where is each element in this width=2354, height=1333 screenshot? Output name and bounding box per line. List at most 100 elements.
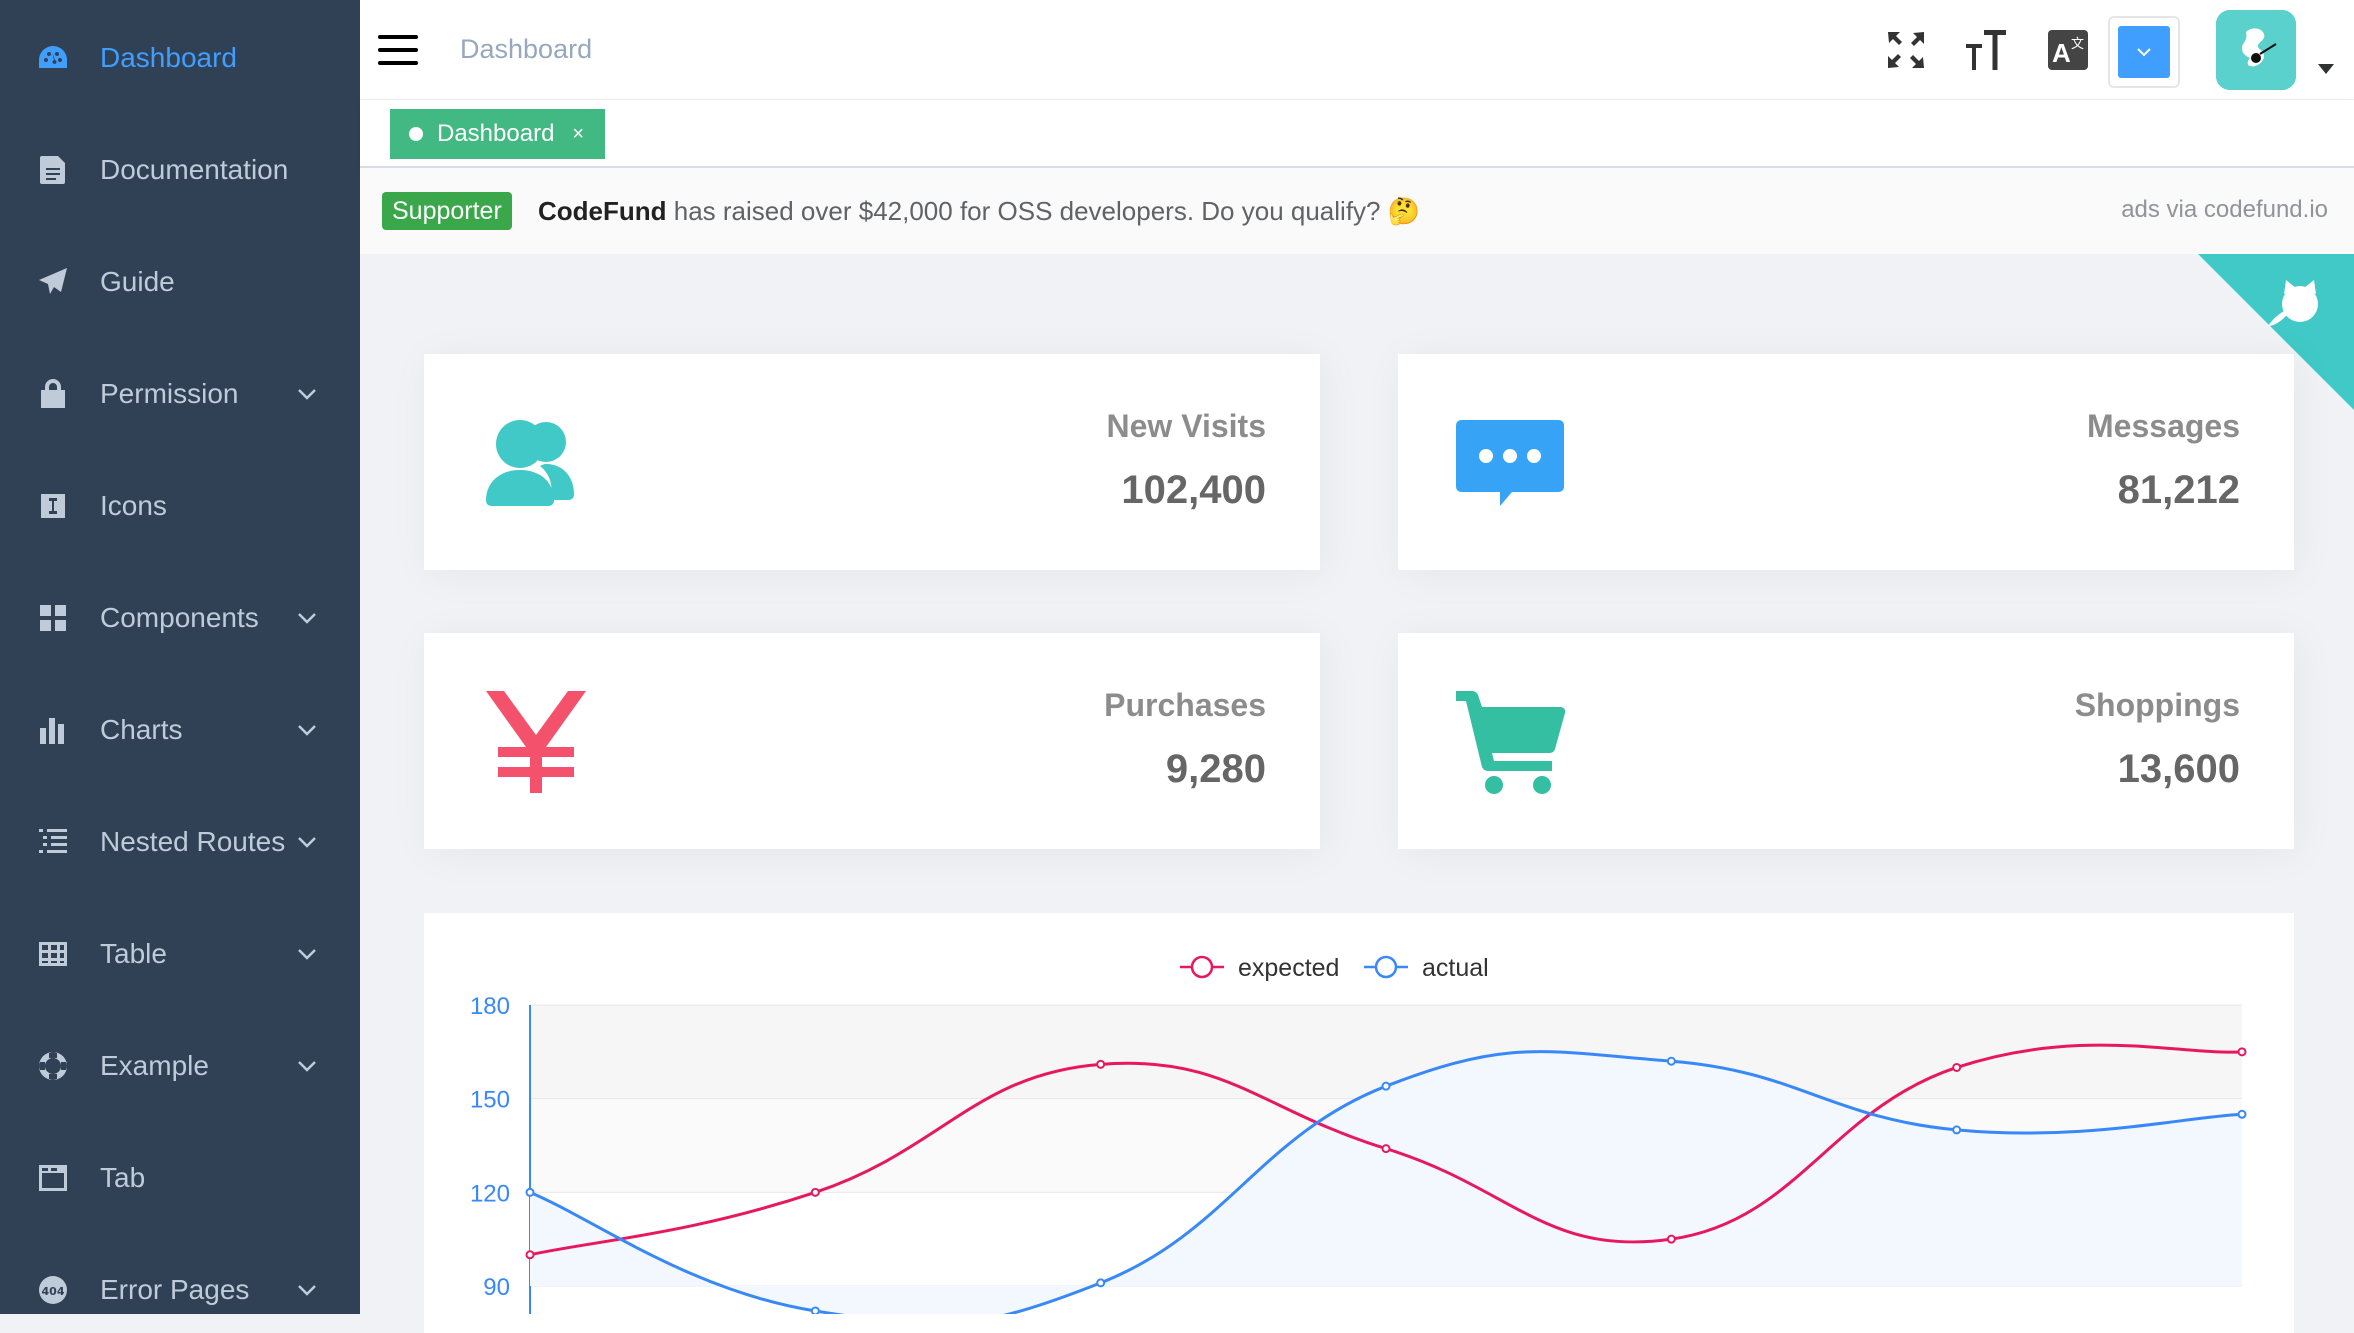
tag-active-dot (409, 127, 423, 141)
sidebar-item-label: Dashboard (100, 42, 237, 73)
size-icon (1966, 30, 2006, 70)
data-point-actual (1381, 1081, 1391, 1091)
panel-purchases[interactable]: Purchases 9,280 (424, 633, 1320, 849)
chevron-down-icon (296, 719, 318, 741)
sidebar-item-documentation[interactable]: Documentation (0, 114, 360, 226)
panel-shoppings[interactable]: Shoppings 13,600 (1398, 633, 2294, 849)
legend-label-actual: actual (1422, 954, 1489, 982)
legend-label-expected: expected (1238, 954, 1339, 982)
sidebar-item-label: Icons (100, 490, 167, 521)
theme-swatch (2118, 26, 2170, 78)
fullscreen-icon (1888, 32, 1924, 68)
sidebar-item-error-pages[interactable]: 404 Error Pages (0, 1234, 360, 1314)
language-icon: A 文 (2048, 30, 2088, 70)
ad-text[interactable]: CodeFund has raised over $42,000 for OSS… (538, 196, 1420, 227)
data-point-actual (1666, 1056, 1676, 1066)
ad-banner: Supporter CodeFund has raised over $42,0… (360, 168, 2354, 254)
sidebar-item-label: Components (100, 602, 259, 633)
sidebar-item-example[interactable]: Example (0, 1010, 360, 1122)
svg-text:404: 404 (42, 1285, 65, 1298)
dashboard-icon (36, 41, 70, 75)
sidebar-item-nested-routes[interactable]: Nested Routes (0, 786, 360, 898)
line-chart: 90 120 150 180 expected actual (470, 954, 2247, 1314)
theme-picker[interactable] (2108, 16, 2180, 88)
supporter-badge[interactable]: Supporter (382, 192, 512, 230)
sidebar-item-tab[interactable]: Tab (0, 1122, 360, 1234)
sidebar-item-label: Nested Routes (100, 826, 286, 857)
sidebar-item-label: Documentation (100, 154, 289, 185)
y-tick-label: 180 (470, 993, 510, 1020)
sidebar: Dashboard Documentation Guide Permission Ico… (0, 0, 360, 1314)
panel-value: 102,400 (1121, 468, 1266, 512)
example-icon (36, 1049, 70, 1083)
panel-title: Shoppings (2074, 687, 2240, 723)
data-point-expected (525, 1250, 535, 1260)
chevron-down-icon (296, 1055, 318, 1077)
sidebar-item-label: Table (100, 938, 167, 969)
chevron-down-icon (296, 831, 318, 853)
avatar[interactable] (2216, 10, 2296, 90)
tags-view: Dashboard × (360, 100, 2354, 168)
icon-icon (36, 489, 70, 523)
sidebar-item-guide[interactable]: Guide (0, 226, 360, 338)
svg-text:文: 文 (2071, 37, 2084, 52)
panel-messages[interactable]: Messages 81,212 (1398, 354, 2294, 570)
component-icon (36, 601, 70, 635)
size-select-button[interactable] (1960, 24, 2012, 76)
data-point-actual (1952, 1125, 1962, 1135)
sidebar-item-table[interactable]: Table (0, 898, 360, 1010)
shopping-icon (1454, 685, 1566, 797)
line-chart-card: 90 120 150 180 expected actual (424, 913, 2294, 1333)
series-area-actual (530, 1051, 2242, 1314)
data-point-actual (2237, 1109, 2247, 1119)
message-icon (1454, 406, 1566, 518)
navbar: Dashboard A 文 (360, 0, 2354, 100)
panel-new-visits[interactable]: New Visits 102,400 (424, 354, 1320, 570)
sidebar-item-label: Tab (100, 1162, 146, 1193)
sidebar-item-components[interactable]: Components (0, 562, 360, 674)
chevron-down-icon (296, 943, 318, 965)
sidebar-item-label: Example (100, 1050, 209, 1081)
language-select-button[interactable]: A 文 (2042, 24, 2094, 76)
sidebar-item-label: Error Pages (100, 1274, 250, 1305)
chevron-down-icon (296, 1279, 318, 1301)
legend-marker-actual (1374, 955, 1398, 979)
fullscreen-button[interactable] (1880, 24, 1932, 76)
tag-dashboard[interactable]: Dashboard × (390, 109, 606, 159)
github-corner-icon[interactable] (2198, 254, 2354, 410)
sidebar-item-icons[interactable]: Icons (0, 450, 360, 562)
avatar-image (2216, 10, 2296, 90)
panel-value: 13,600 (2117, 747, 2240, 791)
chevron-down-icon (296, 383, 318, 405)
sidebar-item-label: Guide (100, 266, 175, 297)
y-tick-label: 120 (470, 1180, 510, 1207)
sidebar-item-label: Permission (100, 378, 239, 409)
chevron-down-icon (296, 607, 318, 629)
breadcrumb[interactable]: Dashboard (460, 34, 593, 64)
nested-icon (36, 825, 70, 859)
data-point-actual (525, 1187, 535, 1197)
y-tick-label: 150 (470, 1087, 510, 1114)
data-point-expected (1096, 1059, 1106, 1069)
sidebar-item-permission[interactable]: Permission (0, 338, 360, 450)
data-point-expected (1381, 1144, 1391, 1154)
panel-title: Purchases (1104, 687, 1266, 723)
avatar-dropdown-caret[interactable] (2318, 64, 2334, 74)
y-tick-label: 90 (483, 1274, 510, 1301)
chevron-down-icon (2137, 48, 2151, 57)
documentation-icon (36, 153, 70, 187)
ad-via-link[interactable]: ads via codefund.io (2121, 196, 2328, 223)
sidebar-item-dashboard[interactable]: Dashboard (0, 2, 360, 114)
data-point-actual (810, 1306, 820, 1314)
sidebar-item-label: Charts (100, 714, 183, 745)
lock-icon (36, 377, 70, 411)
tag-close-icon[interactable]: × (572, 122, 585, 145)
legend-marker-expected (1190, 955, 1214, 979)
panel-value: 9,280 (1165, 747, 1266, 791)
peoples-icon (480, 406, 592, 518)
svg-text:A: A (2052, 38, 2071, 68)
panel-title: Messages (2087, 408, 2240, 444)
sidebar-item-charts[interactable]: Charts (0, 674, 360, 786)
hamburger-button[interactable] (378, 30, 418, 70)
panel-value: 81,212 (2117, 468, 2240, 512)
